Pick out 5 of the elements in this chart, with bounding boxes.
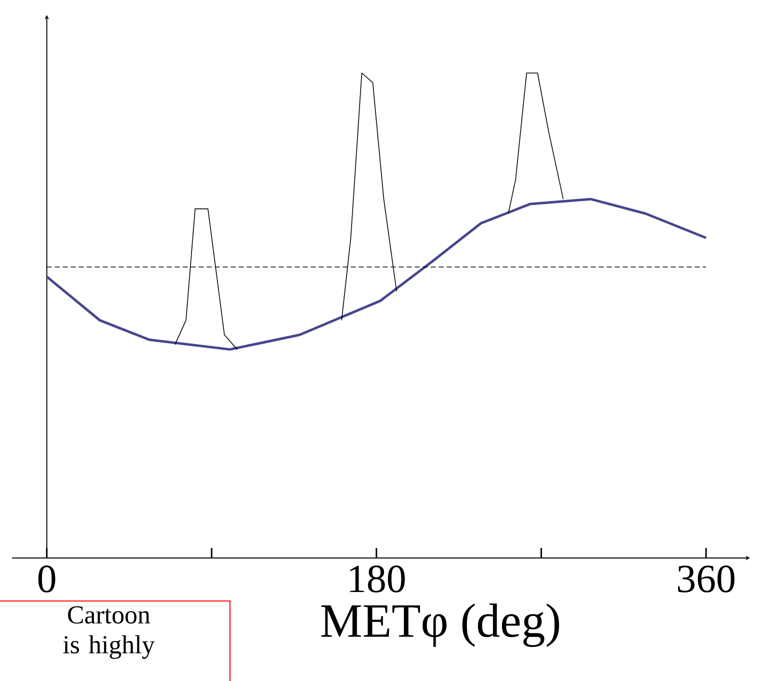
x-tick-label: 180 [350, 566, 405, 592]
text: Cartoon is highly [63, 606, 155, 659]
x-tick-label: 0 [38, 566, 56, 592]
x-axis-title: METφ (deg) [321, 604, 560, 648]
x-tick-label: 360 [678, 566, 734, 592]
